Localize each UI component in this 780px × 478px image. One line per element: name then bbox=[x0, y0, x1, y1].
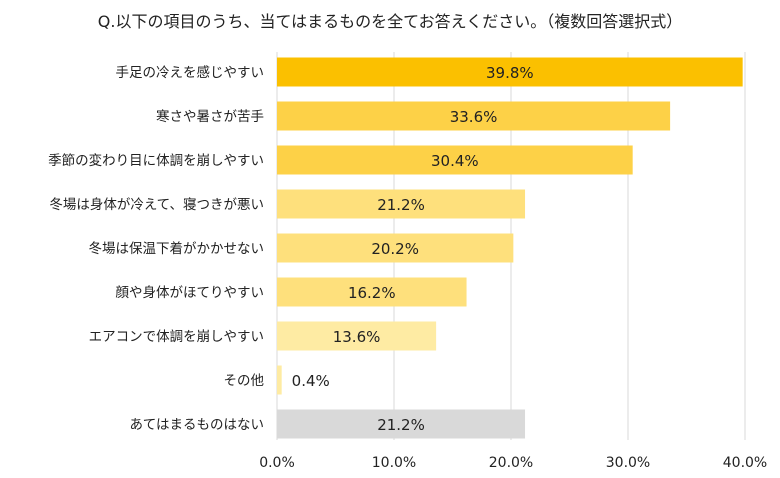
category-label: 手足の冷えを感じやすい bbox=[116, 64, 265, 81]
data-label: 33.6% bbox=[450, 108, 498, 126]
x-tick-label: 40.0% bbox=[723, 455, 767, 471]
data-label: 30.4% bbox=[431, 152, 479, 170]
category-label: 顔や身体がほてりやすい bbox=[116, 285, 265, 301]
data-label: 20.2% bbox=[371, 240, 419, 258]
category-label: 寒さや暑さが苦手 bbox=[156, 108, 264, 125]
category-label: 冬場は身体が冷えて、寝つきが悪い bbox=[49, 196, 264, 213]
data-label: 39.8% bbox=[486, 64, 534, 82]
category-label: エアコンで体調を崩しやすい bbox=[89, 329, 264, 345]
bar bbox=[277, 189, 526, 219]
data-label: 21.2% bbox=[377, 196, 425, 214]
bar bbox=[277, 365, 282, 395]
bar bbox=[277, 57, 743, 87]
category-label: その他 bbox=[224, 373, 265, 389]
x-tick-label: 20.0% bbox=[489, 455, 533, 471]
data-label: 13.6% bbox=[333, 328, 381, 346]
bar bbox=[277, 101, 671, 131]
bar bbox=[277, 233, 514, 263]
bar bbox=[277, 409, 526, 439]
bar bbox=[277, 277, 467, 307]
x-tick-label: 10.0% bbox=[372, 455, 416, 471]
x-tick-label: 30.0% bbox=[606, 455, 650, 471]
category-label: 冬場は保温下着がかかせない bbox=[89, 240, 265, 257]
data-label: 21.2% bbox=[377, 416, 425, 434]
bar bbox=[277, 321, 437, 351]
data-label: 16.2% bbox=[348, 284, 396, 302]
bar bbox=[277, 145, 633, 175]
data-label: 0.4% bbox=[292, 372, 330, 390]
category-label: あてはまるものはない bbox=[130, 417, 264, 433]
x-tick-label: 0.0% bbox=[259, 455, 295, 471]
chart-title: Q.以下の項目のうち、当てはまるものを全てお答えください。（複数回答選択式） bbox=[97, 12, 683, 31]
category-label: 季節の変わり目に体調を崩しやすい bbox=[48, 152, 264, 169]
